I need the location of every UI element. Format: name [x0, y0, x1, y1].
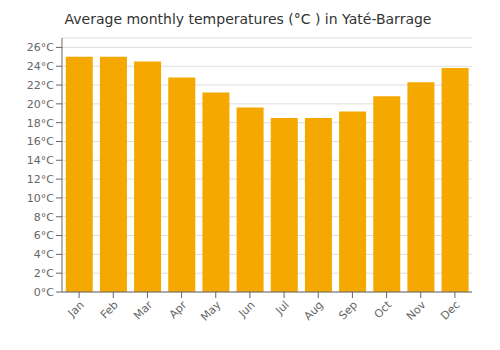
svg-text:Mar: Mar [131, 298, 155, 322]
svg-text:Oct: Oct [372, 298, 395, 321]
svg-text:12°C: 12°C [27, 173, 54, 186]
svg-text:24°C: 24°C [27, 60, 54, 73]
svg-text:26°C: 26°C [27, 41, 54, 54]
svg-text:0°C: 0°C [34, 286, 54, 299]
svg-text:14°C: 14°C [27, 154, 54, 167]
svg-text:4°C: 4°C [34, 248, 54, 261]
svg-text:16°C: 16°C [27, 135, 54, 148]
svg-text:Apr: Apr [167, 298, 190, 321]
svg-text:8°C: 8°C [34, 211, 54, 224]
svg-text:20°C: 20°C [27, 98, 54, 111]
svg-text:Jun: Jun [236, 298, 258, 320]
svg-text:Dec: Dec [438, 298, 462, 322]
svg-text:Nov: Nov [404, 298, 429, 323]
svg-text:Aug: Aug [302, 298, 326, 322]
svg-text:6°C: 6°C [34, 229, 54, 242]
svg-text:22°C: 22°C [27, 79, 54, 92]
svg-text:Jan: Jan [65, 298, 87, 320]
html-text:Average monthly temperatures (: Average monthly temperatures (°C ) in Ya… [64, 11, 432, 27]
svg-text:10°C: 10°C [27, 192, 54, 205]
svg-text:18°C: 18°C [27, 117, 54, 130]
svg-text:Feb: Feb [98, 298, 121, 321]
svg-text:2°C: 2°C [34, 267, 54, 280]
svg-text:May: May [198, 298, 224, 324]
svg-text:Sep: Sep [336, 298, 360, 322]
svg-text:Jul: Jul [272, 298, 291, 317]
